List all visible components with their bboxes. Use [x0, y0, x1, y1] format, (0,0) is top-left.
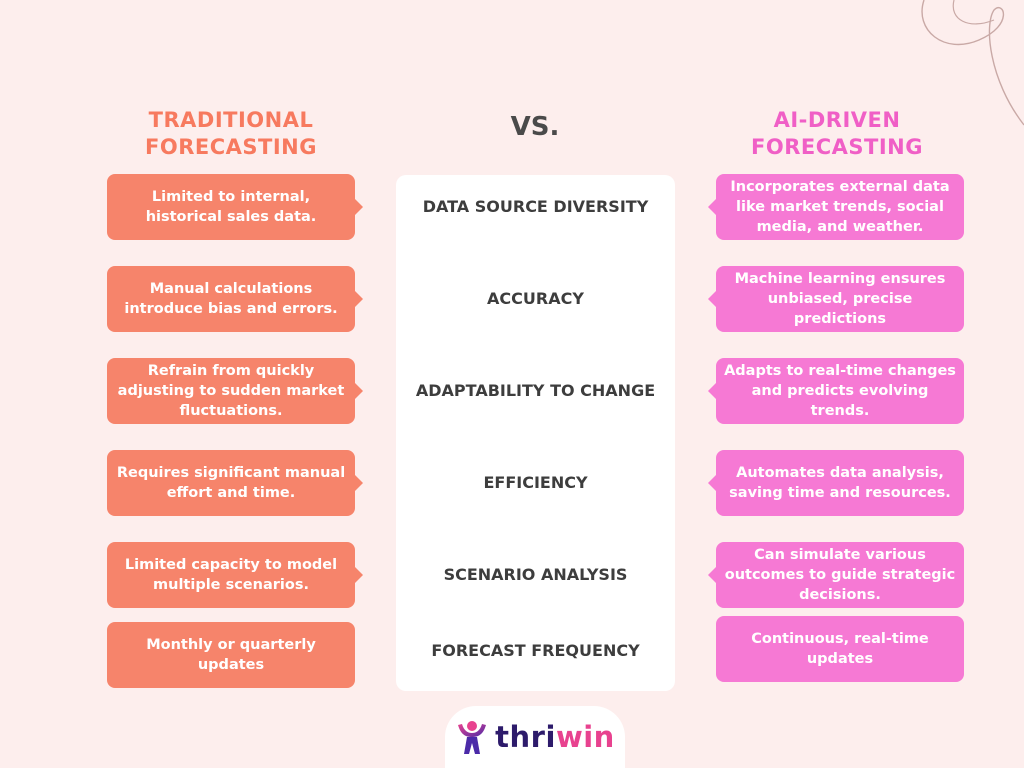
- ai-card: Continuous, real-time updates: [716, 616, 964, 682]
- decorative-curve: [921, 0, 1024, 126]
- logo-text-main: thri: [495, 720, 556, 754]
- thriwin-logo: thriwin: [445, 706, 625, 768]
- vs-heading: VS.: [510, 112, 560, 142]
- traditional-card: Monthly or quarterly updates: [107, 622, 355, 688]
- ai-card: Automates data analysis, saving time and…: [708, 450, 964, 516]
- ai-heading: AI-DRIVEN FORECASTING: [751, 108, 923, 159]
- person-logo-icon: [458, 721, 487, 754]
- ai-card: Machine learning ensures unbiased, preci…: [708, 266, 964, 332]
- logo-text-accent: win: [555, 720, 615, 754]
- criterion-label: SCENARIO ANALYSIS: [443, 565, 628, 584]
- ai-card: Adapts to real-time changes and predicts…: [708, 358, 964, 424]
- criterion-label: ACCURACY: [487, 289, 584, 308]
- traditional-card: Requires significant manual effort and t…: [107, 450, 363, 516]
- criterion-label: FORECAST FREQUENCY: [431, 641, 640, 660]
- criterion-label: EFFICIENCY: [483, 473, 588, 492]
- criterion-label: ADAPTABILITY TO CHANGE: [415, 381, 656, 400]
- traditional-card: Limited to internal, historical sales da…: [107, 174, 363, 240]
- traditional-heading: TRADITIONAL FORECASTING: [145, 108, 317, 159]
- ai-card: Incorporates external data like market t…: [708, 174, 964, 240]
- ai-card: Can simulate various outcomes to guide s…: [708, 542, 964, 608]
- traditional-card: Limited capacity to model multiple scena…: [107, 542, 363, 608]
- criterion-label: DATA SOURCE DIVERSITY: [422, 197, 649, 216]
- traditional-card: Manual calculations introduce bias and e…: [107, 266, 363, 332]
- criteria-panel: [396, 175, 675, 691]
- traditional-card: Refrain from quickly adjusting to sudden…: [107, 358, 363, 424]
